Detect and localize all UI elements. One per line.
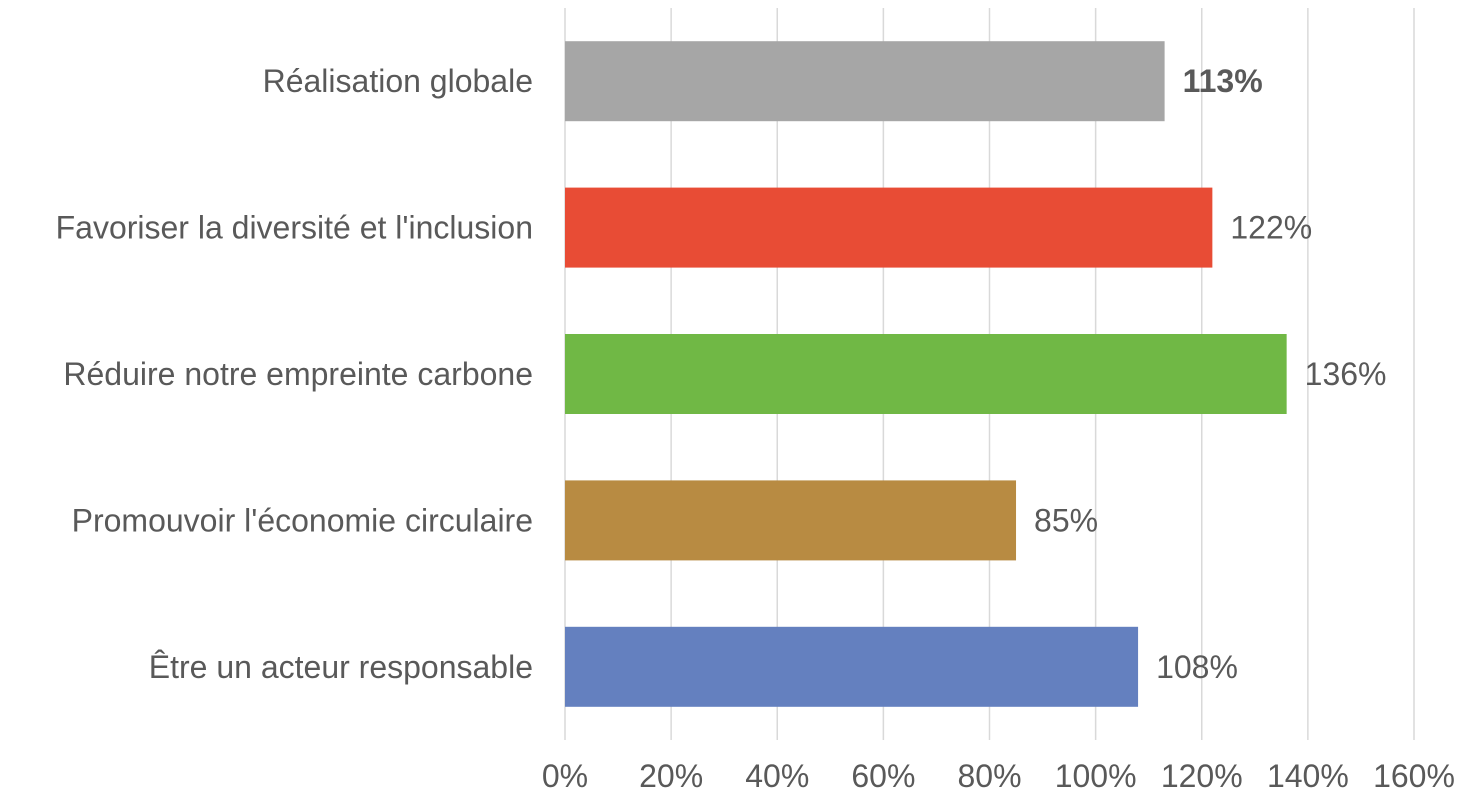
bar-2 (565, 334, 1287, 414)
x-tick-label-7: 140% (1267, 758, 1349, 793)
x-tick-label-1: 20% (639, 758, 703, 793)
x-tick-label-5: 100% (1055, 758, 1137, 793)
bar-3 (565, 480, 1017, 561)
bars (565, 41, 1287, 707)
data-label-3: 85% (1034, 502, 1098, 538)
data-label-1: 122% (1230, 210, 1312, 246)
x-tick-label-3: 60% (851, 758, 915, 793)
data-label-0: 113% (1183, 63, 1263, 99)
x-tick-label-8: 160% (1373, 758, 1455, 793)
data-label-2: 136% (1305, 356, 1387, 392)
category-label-0: Réalisation globale (263, 63, 533, 99)
x-tick-label-2: 40% (745, 758, 809, 793)
category-label-2: Réduire notre empreinte carbone (63, 356, 533, 392)
x-tick-label-6: 120% (1161, 758, 1243, 793)
x-axis-tick-labels: 0% 20% 40% 60% 80% 100% 120% 140% 160% (542, 758, 1455, 793)
x-tick-label-4: 80% (957, 758, 1021, 793)
category-labels: Réalisation globale Favoriser la diversit… (56, 63, 533, 685)
x-tick-label-0: 0% (542, 758, 588, 793)
bar-1 (565, 187, 1213, 268)
category-label-1: Favoriser la diversité et l'inclusion (56, 210, 533, 246)
bar-4 (565, 626, 1139, 707)
data-label-4: 108% (1156, 649, 1238, 685)
category-label-4: Être un acteur responsable (149, 649, 533, 685)
bar-0 (565, 41, 1165, 122)
data-labels: 113% 122% 136% 85% 108% (1034, 63, 1386, 685)
category-label-3: Promouvoir l'économie circulaire (72, 502, 533, 538)
